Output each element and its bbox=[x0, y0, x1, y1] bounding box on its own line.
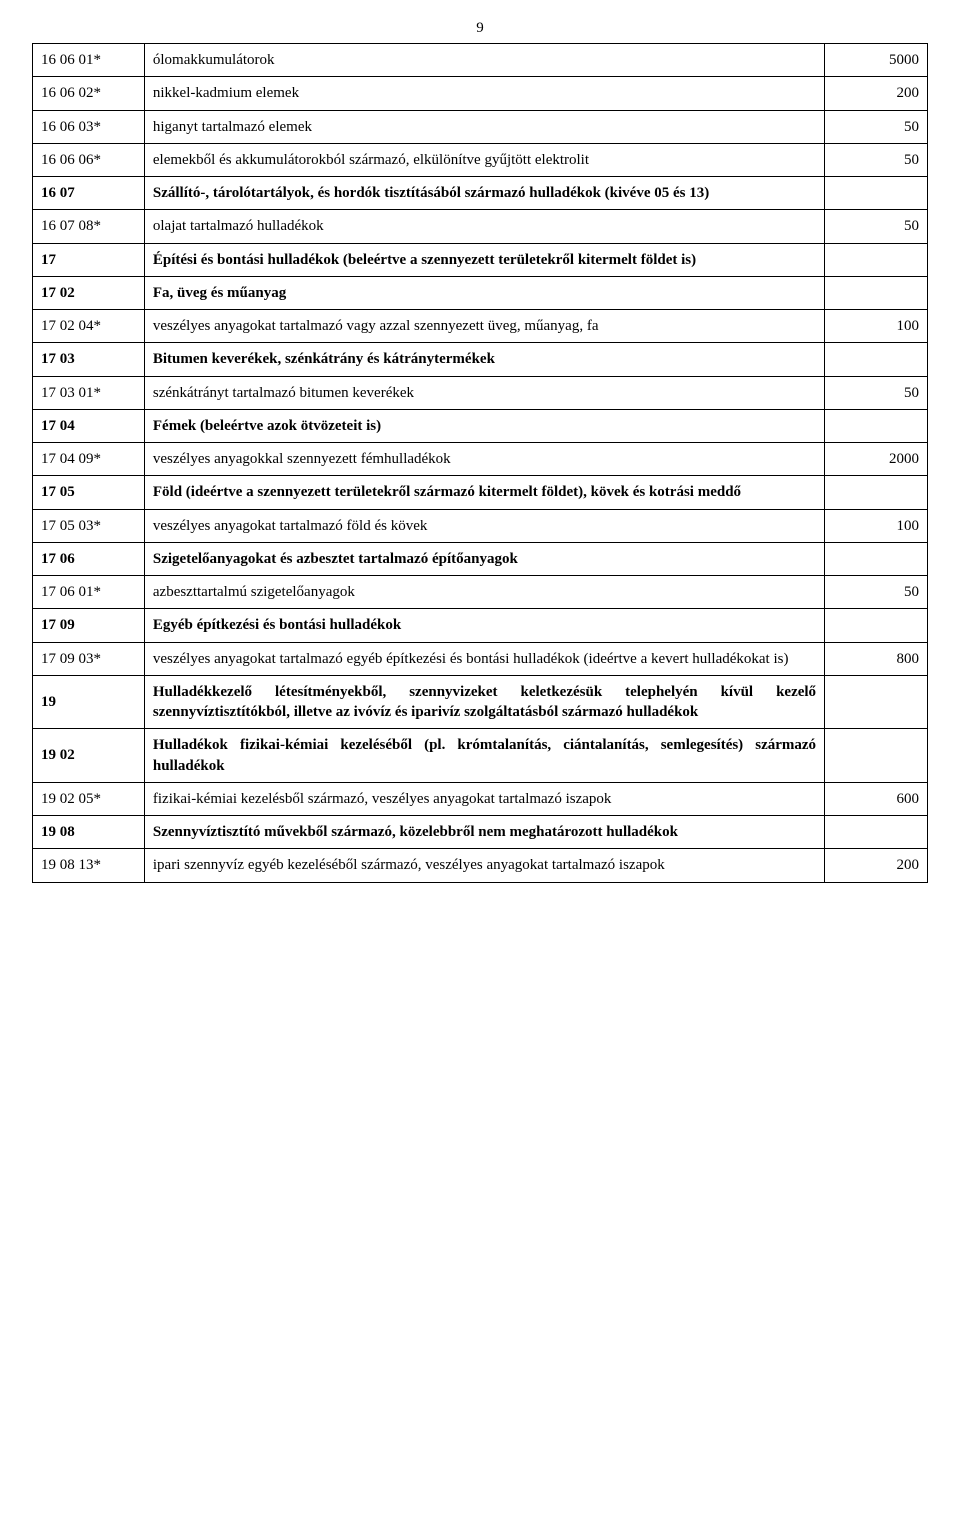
description-cell: Hulladékok fizikai-kémiai kezeléséből (p… bbox=[144, 729, 824, 783]
value-cell: 50 bbox=[825, 143, 928, 176]
value-cell: 100 bbox=[825, 509, 928, 542]
code-cell: 16 06 03* bbox=[33, 110, 145, 143]
value-cell: 600 bbox=[825, 782, 928, 815]
description-cell: elemekből és akkumulátorokból származó, … bbox=[144, 143, 824, 176]
value-cell: 800 bbox=[825, 642, 928, 675]
code-cell: 19 08 bbox=[33, 816, 145, 849]
code-cell: 17 05 03* bbox=[33, 509, 145, 542]
value-cell bbox=[825, 343, 928, 376]
description-cell: szénkátrányt tartalmazó bitumen keveréke… bbox=[144, 376, 824, 409]
table-row: 16 06 03*higanyt tartalmazó elemek50 bbox=[33, 110, 928, 143]
description-cell: azbeszttartalmú szigetelőanyagok bbox=[144, 576, 824, 609]
description-cell: Szállító-, tárolótartályok, és hordók ti… bbox=[144, 177, 824, 210]
description-cell: ólomakkumulátorok bbox=[144, 44, 824, 77]
page-number: 9 bbox=[32, 20, 928, 37]
value-cell: 5000 bbox=[825, 44, 928, 77]
code-cell: 17 09 bbox=[33, 609, 145, 642]
value-cell bbox=[825, 729, 928, 783]
description-cell: fizikai-kémiai kezelésből származó, vesz… bbox=[144, 782, 824, 815]
table-row: 17 03Bitumen keverékek, szénkátrány és k… bbox=[33, 343, 928, 376]
table-row: 16 06 02*nikkel-kadmium elemek200 bbox=[33, 77, 928, 110]
table-row: 16 07Szállító-, tárolótartályok, és hord… bbox=[33, 177, 928, 210]
table-row: 17 05Föld (ideértve a szennyezett terüle… bbox=[33, 476, 928, 509]
table-row: 16 06 01*ólomakkumulátorok5000 bbox=[33, 44, 928, 77]
description-cell: Építési és bontási hulladékok (beleértve… bbox=[144, 243, 824, 276]
table-row: 19Hulladékkezelő létesítményekből, szenn… bbox=[33, 675, 928, 729]
waste-codes-table: 16 06 01*ólomakkumulátorok500016 06 02*n… bbox=[32, 43, 928, 883]
value-cell bbox=[825, 609, 928, 642]
value-cell bbox=[825, 542, 928, 575]
table-row: 17 03 01*szénkátrányt tartalmazó bitumen… bbox=[33, 376, 928, 409]
code-cell: 17 09 03* bbox=[33, 642, 145, 675]
table-row: 17 02 04*veszélyes anyagokat tartalmazó … bbox=[33, 310, 928, 343]
code-cell: 16 07 bbox=[33, 177, 145, 210]
value-cell: 200 bbox=[825, 77, 928, 110]
description-cell: veszélyes anyagokat tartalmazó vagy azza… bbox=[144, 310, 824, 343]
code-cell: 17 bbox=[33, 243, 145, 276]
description-cell: Szigetelőanyagokat és azbesztet tartalma… bbox=[144, 542, 824, 575]
value-cell bbox=[825, 409, 928, 442]
table-row: 17Építési és bontási hulladékok (beleért… bbox=[33, 243, 928, 276]
code-cell: 17 06 bbox=[33, 542, 145, 575]
code-cell: 16 07 08* bbox=[33, 210, 145, 243]
description-cell: Szennyvíztisztító művekből származó, köz… bbox=[144, 816, 824, 849]
description-cell: nikkel-kadmium elemek bbox=[144, 77, 824, 110]
description-cell: ipari szennyvíz egyéb kezeléséből szárma… bbox=[144, 849, 824, 882]
code-cell: 19 02 bbox=[33, 729, 145, 783]
description-cell: Föld (ideértve a szennyezett területekrő… bbox=[144, 476, 824, 509]
code-cell: 16 06 02* bbox=[33, 77, 145, 110]
code-cell: 19 02 05* bbox=[33, 782, 145, 815]
value-cell: 100 bbox=[825, 310, 928, 343]
description-cell: olajat tartalmazó hulladékok bbox=[144, 210, 824, 243]
table-row: 17 04Fémek (beleértve azok ötvözeteit is… bbox=[33, 409, 928, 442]
table-row: 17 04 09*veszélyes anyagokkal szennyezet… bbox=[33, 443, 928, 476]
table-row: 17 09Egyéb építkezési és bontási hulladé… bbox=[33, 609, 928, 642]
description-cell: higanyt tartalmazó elemek bbox=[144, 110, 824, 143]
code-cell: 17 03 01* bbox=[33, 376, 145, 409]
code-cell: 17 06 01* bbox=[33, 576, 145, 609]
table-row: 17 05 03*veszélyes anyagokat tartalmazó … bbox=[33, 509, 928, 542]
table-row: 17 09 03*veszélyes anyagokat tartalmazó … bbox=[33, 642, 928, 675]
code-cell: 17 04 bbox=[33, 409, 145, 442]
table-row: 16 07 08*olajat tartalmazó hulladékok50 bbox=[33, 210, 928, 243]
table-row: 17 02Fa, üveg és műanyag bbox=[33, 276, 928, 309]
code-cell: 17 05 bbox=[33, 476, 145, 509]
value-cell bbox=[825, 177, 928, 210]
value-cell bbox=[825, 816, 928, 849]
code-cell: 19 bbox=[33, 675, 145, 729]
table-row: 17 06Szigetelőanyagokat és azbesztet tar… bbox=[33, 542, 928, 575]
value-cell: 2000 bbox=[825, 443, 928, 476]
code-cell: 17 04 09* bbox=[33, 443, 145, 476]
table-row: 17 06 01*azbeszttartalmú szigetelőanyago… bbox=[33, 576, 928, 609]
value-cell: 200 bbox=[825, 849, 928, 882]
description-cell: veszélyes anyagokat tartalmazó egyéb épí… bbox=[144, 642, 824, 675]
code-cell: 17 02 04* bbox=[33, 310, 145, 343]
value-cell bbox=[825, 243, 928, 276]
value-cell: 50 bbox=[825, 376, 928, 409]
description-cell: Fémek (beleértve azok ötvözeteit is) bbox=[144, 409, 824, 442]
value-cell bbox=[825, 276, 928, 309]
code-cell: 16 06 01* bbox=[33, 44, 145, 77]
code-cell: 16 06 06* bbox=[33, 143, 145, 176]
description-cell: Hulladékkezelő létesítményekből, szennyv… bbox=[144, 675, 824, 729]
description-cell: Fa, üveg és műanyag bbox=[144, 276, 824, 309]
value-cell: 50 bbox=[825, 576, 928, 609]
description-cell: Bitumen keverékek, szénkátrány és kátrán… bbox=[144, 343, 824, 376]
table-row: 19 02Hulladékok fizikai-kémiai kezeléséb… bbox=[33, 729, 928, 783]
code-cell: 17 03 bbox=[33, 343, 145, 376]
table-row: 19 02 05*fizikai-kémiai kezelésből szárm… bbox=[33, 782, 928, 815]
value-cell: 50 bbox=[825, 210, 928, 243]
table-row: 16 06 06*elemekből és akkumulátorokból s… bbox=[33, 143, 928, 176]
description-cell: Egyéb építkezési és bontási hulladékok bbox=[144, 609, 824, 642]
description-cell: veszélyes anyagokkal szennyezett fémhull… bbox=[144, 443, 824, 476]
code-cell: 19 08 13* bbox=[33, 849, 145, 882]
table-row: 19 08 13*ipari szennyvíz egyéb kezeléséb… bbox=[33, 849, 928, 882]
value-cell: 50 bbox=[825, 110, 928, 143]
value-cell bbox=[825, 476, 928, 509]
value-cell bbox=[825, 675, 928, 729]
table-row: 19 08Szennyvíztisztító művekből származó… bbox=[33, 816, 928, 849]
description-cell: veszélyes anyagokat tartalmazó föld és k… bbox=[144, 509, 824, 542]
code-cell: 17 02 bbox=[33, 276, 145, 309]
